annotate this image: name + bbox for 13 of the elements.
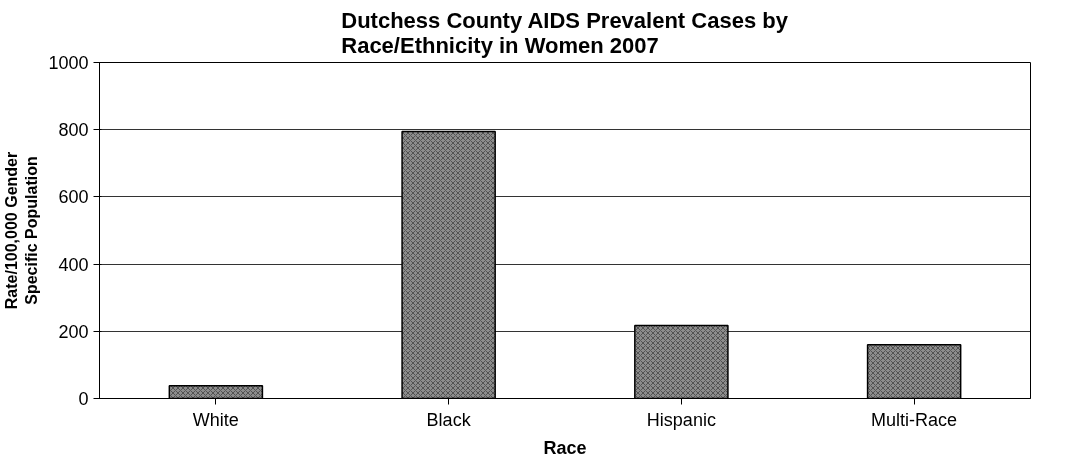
y-axis-title: Rate/100,000 Gender Specific Population [3,151,41,310]
y-tick-label: 400 [58,254,89,275]
x-tick-label: White [192,409,239,430]
x-axis-title: Race [543,437,587,458]
x-tick-label: Multi-Race [871,409,958,430]
y-tick-label: 0 [78,389,89,409]
y-tick-label: 600 [58,187,89,208]
y-tick-label: 200 [58,321,89,342]
y-tick-label: 800 [58,120,89,141]
x-tick-label: Hispanic [646,409,716,430]
x-tick-label: Black [426,409,472,430]
y-tick-label: 1000 [48,53,89,73]
chart-title: Dutchess County AIDS Prevalent Cases by Race/Ethnicity in Women 2007 [341,7,789,58]
